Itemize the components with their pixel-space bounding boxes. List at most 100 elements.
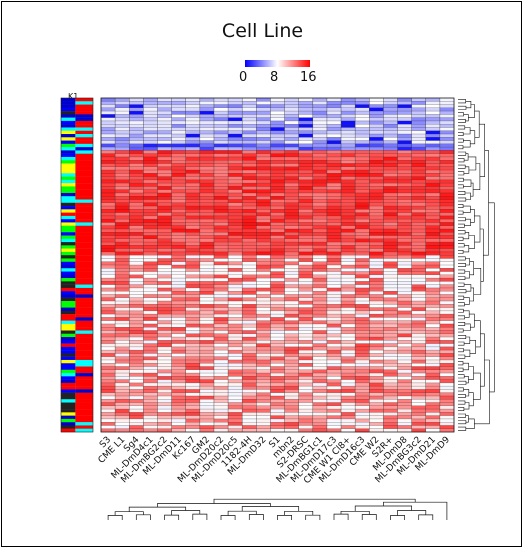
row-dendrogram-branch [463, 323, 471, 331]
heatmap-cell [185, 307, 201, 312]
column-dendrogram-branch [128, 506, 187, 512]
row-sidebar-cell [61, 356, 76, 361]
heatmap-cell [312, 412, 328, 416]
heatmap-cell [171, 294, 186, 298]
heatmap-cell [383, 379, 398, 384]
heatmap-cell [171, 258, 186, 262]
heatmap-cell [213, 297, 229, 302]
heatmap-cell [213, 248, 229, 253]
heatmap-cell [326, 265, 342, 269]
heatmap-cell [228, 117, 243, 122]
heatmap-cell [157, 376, 172, 380]
heatmap-cell [143, 238, 158, 243]
heatmap-cell [397, 301, 412, 305]
heatmap-cell [397, 120, 412, 125]
heatmap-cell [298, 268, 313, 272]
heatmap-cell [439, 242, 455, 246]
heatmap-cell [355, 402, 370, 406]
heatmap-cell [425, 402, 441, 406]
heatmap-cell [228, 196, 243, 200]
heatmap-cell [129, 153, 144, 158]
heatmap-cell [115, 212, 130, 217]
heatmap-cell [397, 281, 412, 285]
heatmap-cell [355, 333, 370, 338]
heatmap-cell [383, 333, 398, 338]
heatmap-cell [397, 422, 412, 426]
heatmap-cell [242, 274, 257, 279]
heatmap-cell [312, 222, 328, 226]
heatmap-cell [341, 153, 356, 158]
row-sidebar-cell [75, 235, 93, 239]
heatmap-cell [369, 320, 384, 325]
heatmap-cell [199, 428, 215, 433]
heatmap-cell [143, 320, 158, 325]
heatmap-cell [157, 353, 172, 357]
heatmap-cell [284, 395, 299, 400]
heatmap-cell [157, 346, 172, 351]
heatmap-cell [383, 287, 398, 292]
heatmap-cell [425, 297, 441, 302]
heatmap-cell [157, 120, 172, 125]
heatmap-cell [411, 196, 426, 200]
heatmap-cell [298, 415, 313, 420]
heatmap-cell [397, 369, 412, 374]
heatmap-cell [256, 297, 271, 302]
heatmap-cell [312, 294, 328, 298]
heatmap-cell [298, 209, 313, 213]
heatmap-cell [228, 242, 243, 246]
heatmap-cell [341, 258, 356, 262]
heatmap-cell [369, 183, 384, 187]
heatmap-cell [284, 327, 299, 331]
heatmap-cell [397, 317, 412, 321]
heatmap-cell [284, 356, 299, 361]
heatmap-cell [284, 166, 299, 171]
heatmap-cell [397, 320, 412, 325]
row-dendrogram-branch [463, 349, 471, 357]
heatmap-cell [326, 409, 342, 413]
heatmap-cell [425, 104, 441, 109]
heatmap-cell [425, 281, 441, 285]
heatmap-cell [298, 192, 313, 197]
heatmap-cell [298, 271, 313, 276]
heatmap-cell [143, 343, 158, 348]
heatmap-cell [171, 235, 186, 239]
heatmap-cell [312, 183, 328, 187]
heatmap-cell [341, 369, 356, 374]
heatmap-cell [369, 399, 384, 403]
heatmap-cell [369, 107, 384, 112]
heatmap-cell [199, 170, 215, 174]
heatmap-cell [369, 278, 384, 282]
heatmap-cell [369, 150, 384, 154]
heatmap-cell [425, 366, 441, 370]
heatmap-cell [101, 337, 116, 341]
heatmap-cell [312, 389, 328, 393]
heatmap-cell [213, 192, 229, 197]
heatmap-cell [157, 428, 172, 433]
heatmap-cell [185, 199, 201, 203]
heatmap-cell [213, 114, 229, 118]
heatmap-cell [242, 150, 257, 154]
heatmap-cell [411, 409, 426, 413]
heatmap-cell [129, 251, 144, 256]
heatmap-cell [355, 287, 370, 292]
legend-tick-max: 16 [300, 70, 317, 85]
heatmap-cell [369, 428, 384, 433]
row-dendrogram-branch [469, 313, 475, 328]
heatmap-cell [425, 183, 441, 187]
heatmap-cell [157, 212, 172, 217]
heatmap-cell [115, 202, 130, 207]
heatmap-cell [425, 150, 441, 154]
heatmap-cell [101, 320, 116, 325]
row-sidebar-cell [61, 422, 76, 426]
heatmap-cell [171, 350, 186, 354]
heatmap-cell [355, 209, 370, 213]
heatmap-cell [256, 124, 271, 128]
heatmap-cell [143, 242, 158, 246]
heatmap-cell [369, 209, 384, 213]
heatmap-cell [397, 258, 412, 262]
heatmap-cell [369, 98, 384, 102]
heatmap-cell [228, 192, 243, 197]
heatmap-cell [326, 428, 342, 433]
heatmap-cell [228, 415, 243, 420]
heatmap-cell [397, 206, 412, 210]
